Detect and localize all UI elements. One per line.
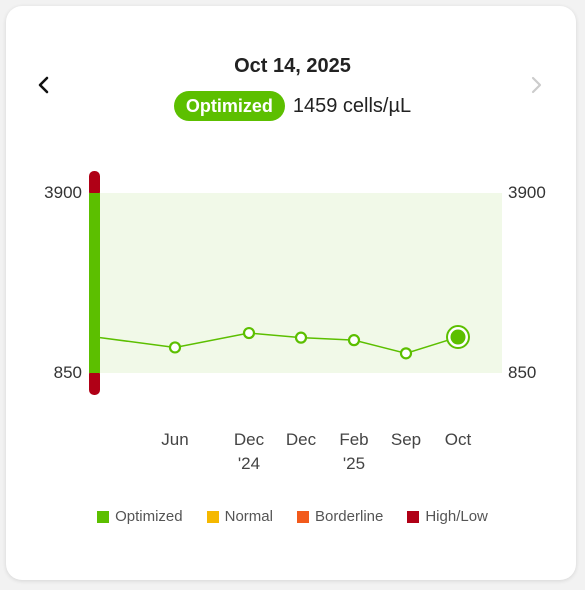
legend-label-high-low: High/Low (425, 508, 488, 525)
x-tick-label: Feb (339, 430, 368, 449)
y-max-label-right: 3900 (508, 183, 546, 202)
legend-swatch-high-low (407, 510, 420, 523)
y-min-label-left: 850 (54, 363, 82, 382)
legend-label-optimized: Optimized (115, 508, 183, 525)
data-point[interactable] (242, 326, 256, 340)
data-point[interactable] (168, 341, 182, 354)
previous-button[interactable] (29, 72, 59, 102)
y-max-label-left: 3900 (44, 183, 82, 202)
legend-item-high-low: High/Low (407, 508, 488, 525)
data-point[interactable] (294, 331, 308, 344)
x-tick-year-label: '24 (238, 454, 260, 473)
result-date: Oct 14, 2025 (234, 55, 351, 77)
x-tick-year-label: '25 (343, 454, 365, 473)
x-tick-label: Dec (234, 430, 265, 449)
status-badge: Optimized (173, 91, 285, 121)
range-bar-high (89, 171, 100, 197)
data-point[interactable] (399, 347, 413, 360)
optimized-range-band (95, 193, 502, 373)
range-bar-optimized (89, 193, 100, 373)
legend-swatch-normal (206, 510, 219, 523)
legend-item-normal: Normal (206, 508, 273, 525)
chevron-right-icon (529, 76, 543, 99)
data-point-selected[interactable] (450, 329, 466, 345)
legend-item-optimized: Optimized (97, 508, 183, 525)
legend-label-normal: Normal (224, 508, 273, 525)
data-point[interactable] (347, 334, 361, 347)
legend: Optimized Normal Borderline High/Low (0, 508, 585, 525)
legend-label-borderline: Borderline (314, 508, 384, 525)
legend-swatch-borderline (296, 510, 309, 523)
x-tick-label: Dec (286, 430, 317, 449)
legend-item-borderline: Borderline (296, 508, 384, 525)
x-tick-label: Jun (161, 430, 188, 449)
range-bar-low (89, 369, 100, 395)
next-button[interactable] (521, 72, 551, 102)
y-min-label-right: 850 (508, 363, 536, 382)
legend-swatch-optimized (97, 510, 110, 523)
x-tick-label: Sep (391, 430, 421, 449)
status-row: Optimized 1459 cells/µL (0, 91, 585, 121)
reading-value: 1459 cells/µL (292, 94, 412, 117)
x-tick-label: Oct (445, 430, 472, 449)
chevron-left-icon (37, 76, 51, 99)
trend-chart: 3900 850 3900 850 Jun Dec '24 Dec Feb '25 Sep O… (44, 171, 546, 473)
